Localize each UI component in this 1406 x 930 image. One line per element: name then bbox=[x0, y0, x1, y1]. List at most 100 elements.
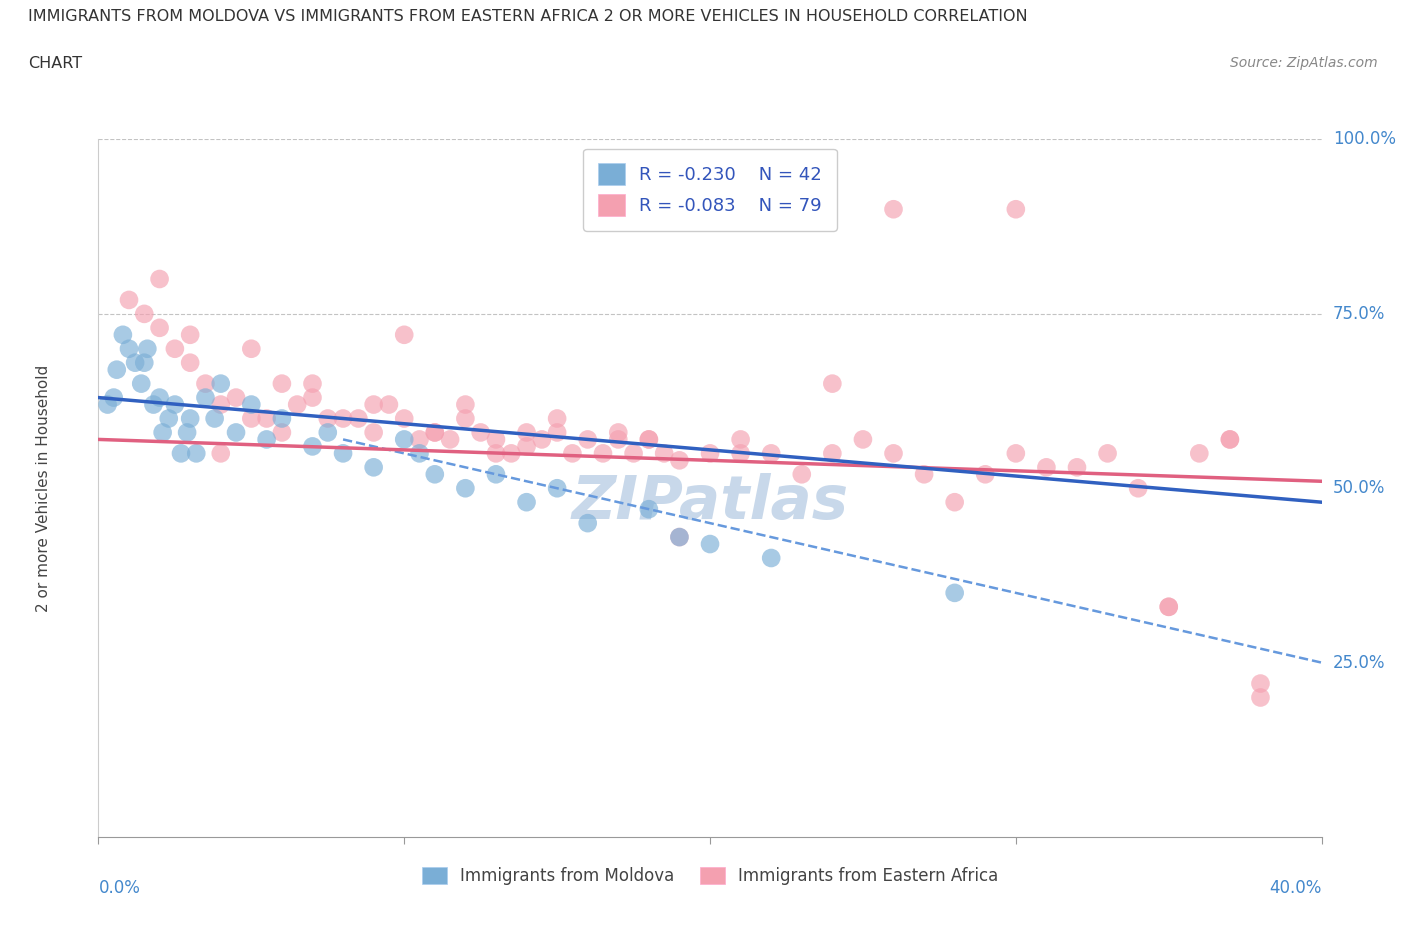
Point bbox=[423, 425, 446, 440]
Point bbox=[301, 391, 323, 405]
Point bbox=[97, 397, 120, 412]
Point bbox=[363, 425, 385, 440]
Point bbox=[516, 495, 538, 510]
Point bbox=[209, 397, 232, 412]
Point bbox=[1219, 432, 1241, 447]
Point bbox=[607, 432, 630, 447]
Point bbox=[270, 411, 294, 426]
Point bbox=[607, 425, 630, 440]
Point bbox=[256, 432, 278, 447]
Point bbox=[1004, 202, 1026, 217]
Point bbox=[1004, 446, 1026, 461]
Point bbox=[576, 515, 599, 530]
Point bbox=[637, 502, 661, 517]
Point bbox=[1157, 600, 1180, 615]
Point bbox=[470, 425, 492, 440]
Point bbox=[821, 376, 844, 391]
Point bbox=[546, 425, 568, 440]
Text: 2 or more Vehicles in Household: 2 or more Vehicles in Household bbox=[37, 365, 51, 612]
Point bbox=[592, 446, 614, 461]
Point bbox=[408, 432, 430, 447]
Point bbox=[501, 446, 523, 461]
Point bbox=[974, 467, 997, 482]
Point bbox=[179, 327, 201, 342]
Point bbox=[730, 432, 752, 447]
Text: 25.0%: 25.0% bbox=[1333, 654, 1385, 671]
Point bbox=[149, 391, 172, 405]
Point bbox=[423, 467, 446, 482]
Point bbox=[454, 411, 477, 426]
Point bbox=[392, 327, 416, 342]
Point bbox=[1157, 600, 1180, 615]
Point bbox=[1097, 446, 1119, 461]
Point bbox=[316, 411, 339, 426]
Point bbox=[118, 341, 141, 356]
Point bbox=[103, 391, 125, 405]
Point bbox=[225, 425, 247, 440]
Point bbox=[912, 467, 935, 482]
Point bbox=[637, 432, 661, 447]
Point bbox=[623, 446, 645, 461]
Point bbox=[883, 202, 905, 217]
Point bbox=[124, 355, 146, 370]
Point bbox=[316, 425, 339, 440]
Point bbox=[943, 495, 966, 510]
Text: 100.0%: 100.0% bbox=[1333, 130, 1396, 149]
Point bbox=[761, 446, 783, 461]
Point bbox=[270, 425, 294, 440]
Point bbox=[454, 397, 477, 412]
Point bbox=[546, 481, 568, 496]
Point bbox=[240, 397, 263, 412]
Point bbox=[761, 551, 783, 565]
Point bbox=[105, 362, 128, 378]
Point bbox=[530, 432, 553, 447]
Point bbox=[204, 411, 226, 426]
Point bbox=[347, 411, 370, 426]
Text: 40.0%: 40.0% bbox=[1270, 879, 1322, 897]
Point bbox=[170, 446, 193, 461]
Point bbox=[439, 432, 461, 447]
Point bbox=[209, 376, 232, 391]
Point bbox=[1035, 460, 1057, 474]
Point bbox=[256, 411, 278, 426]
Point bbox=[363, 460, 385, 474]
Legend: Immigrants from Moldova, Immigrants from Eastern Africa: Immigrants from Moldova, Immigrants from… bbox=[415, 860, 1005, 892]
Point bbox=[516, 425, 538, 440]
Point bbox=[485, 446, 508, 461]
Point bbox=[301, 376, 323, 391]
Point bbox=[332, 446, 354, 461]
Point bbox=[186, 446, 208, 461]
Point bbox=[883, 446, 905, 461]
Point bbox=[111, 327, 134, 342]
Point bbox=[943, 586, 966, 601]
Point bbox=[363, 397, 385, 412]
Point bbox=[1066, 460, 1088, 474]
Point bbox=[129, 376, 152, 391]
Point bbox=[454, 481, 477, 496]
Point bbox=[516, 439, 538, 454]
Text: IMMIGRANTS FROM MOLDOVA VS IMMIGRANTS FROM EASTERN AFRICA 2 OR MORE VEHICLES IN : IMMIGRANTS FROM MOLDOVA VS IMMIGRANTS FR… bbox=[28, 9, 1028, 24]
Point bbox=[225, 391, 247, 405]
Point bbox=[285, 397, 308, 412]
Text: Source: ZipAtlas.com: Source: ZipAtlas.com bbox=[1230, 56, 1378, 70]
Point bbox=[699, 446, 721, 461]
Point bbox=[668, 453, 690, 468]
Point bbox=[270, 376, 294, 391]
Point bbox=[392, 411, 416, 426]
Point bbox=[652, 446, 675, 461]
Point bbox=[179, 411, 201, 426]
Point bbox=[668, 530, 690, 545]
Point bbox=[176, 425, 198, 440]
Point bbox=[668, 530, 690, 545]
Point bbox=[163, 397, 186, 412]
Point bbox=[301, 439, 323, 454]
Point bbox=[790, 467, 813, 482]
Point bbox=[576, 432, 599, 447]
Point bbox=[1250, 690, 1272, 705]
Point bbox=[423, 425, 446, 440]
Point bbox=[485, 467, 508, 482]
Text: 75.0%: 75.0% bbox=[1333, 305, 1385, 323]
Point bbox=[118, 292, 141, 307]
Point bbox=[485, 432, 508, 447]
Text: 0.0%: 0.0% bbox=[98, 879, 141, 897]
